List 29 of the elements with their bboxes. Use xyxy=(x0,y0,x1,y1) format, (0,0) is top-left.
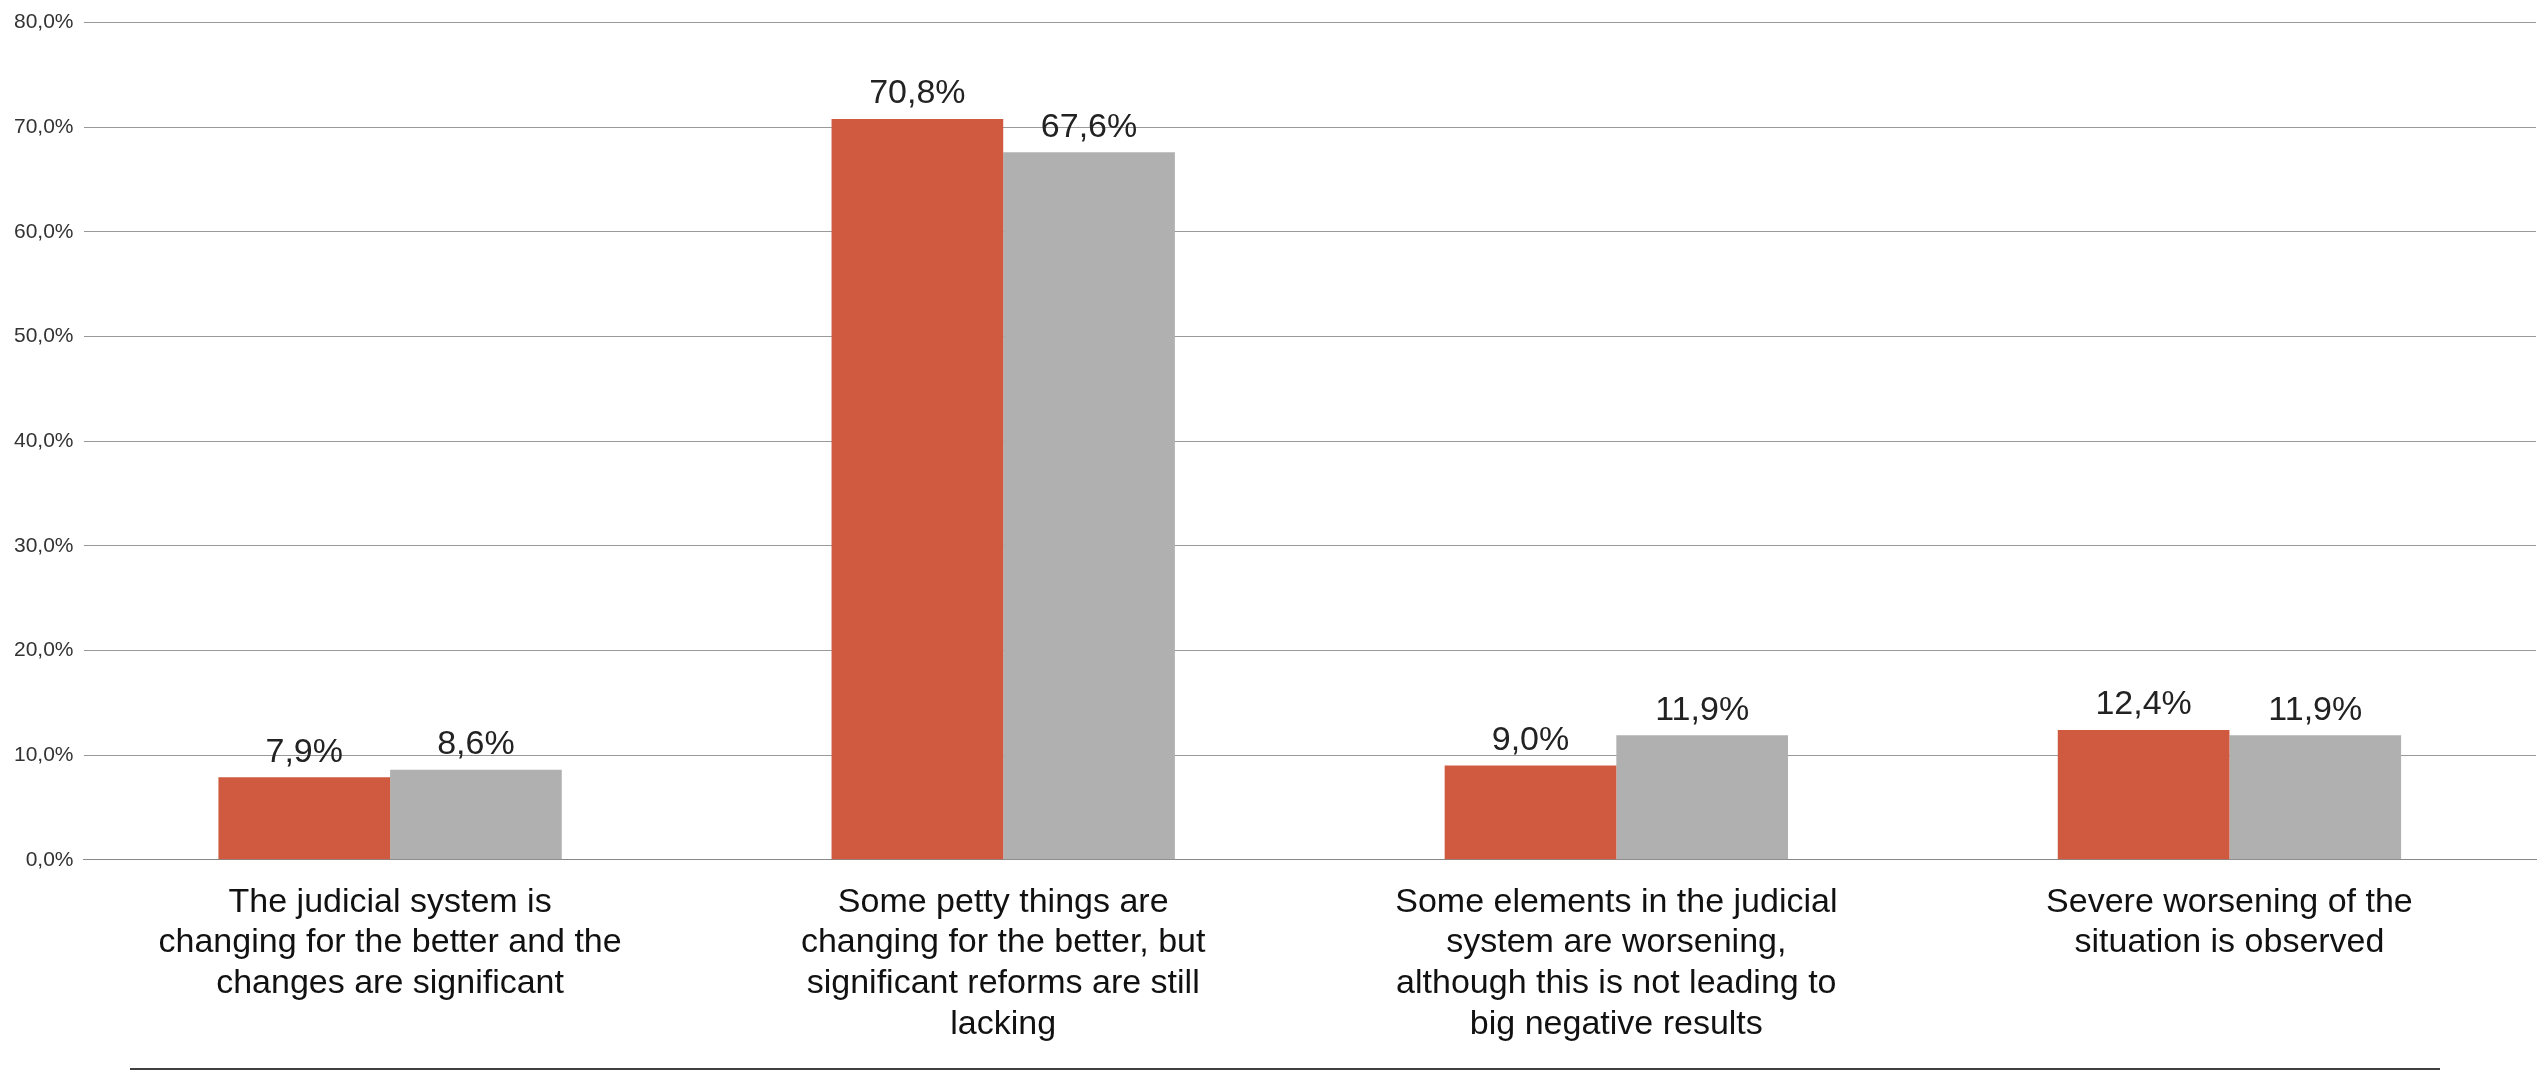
y-tick-label: 40,0% xyxy=(14,428,74,451)
y-tick-label: 20,0% xyxy=(14,637,74,661)
bar xyxy=(1444,765,1617,860)
x-tick-label: Some elements in the judicial system are worsening, although this is not leading to big negative results xyxy=(1395,880,1838,1041)
data-label: 9,0% xyxy=(1491,718,1570,757)
data-label: 7,9% xyxy=(265,730,344,769)
bar xyxy=(2057,730,2230,860)
y-tick-label: 70,0% xyxy=(14,114,74,138)
y-tick-label: 0,0% xyxy=(25,846,74,870)
bar xyxy=(390,769,562,860)
y-tick-label: 50,0% xyxy=(14,323,74,347)
data-label: 67,6% xyxy=(1040,105,1138,144)
bar xyxy=(218,777,391,860)
bar xyxy=(1003,152,1175,860)
bar xyxy=(1616,735,1788,860)
x-tick-label: The judicial system is changing for the better and the changes are significant xyxy=(158,880,622,1001)
x-tick-label: Some petty things are changing for the better, but significant reforms are still lacking xyxy=(800,880,1207,1041)
bar xyxy=(2229,735,2402,860)
bar xyxy=(831,118,1004,860)
x-tick-label: Severe worsening of the situation is observed xyxy=(2046,880,2413,960)
y-tick-label: 80,0% xyxy=(14,9,74,33)
y-tick-label: 10,0% xyxy=(14,741,74,765)
data-label: 11,9% xyxy=(2268,688,2363,727)
y-tick-label: 30,0% xyxy=(14,532,74,556)
y-tick-label: 60,0% xyxy=(14,218,74,242)
data-label: 70,8% xyxy=(869,72,966,111)
data-label: 8,6% xyxy=(437,723,515,762)
data-label: 11,9% xyxy=(1655,688,1750,727)
data-label: 12,4% xyxy=(2095,683,2192,722)
